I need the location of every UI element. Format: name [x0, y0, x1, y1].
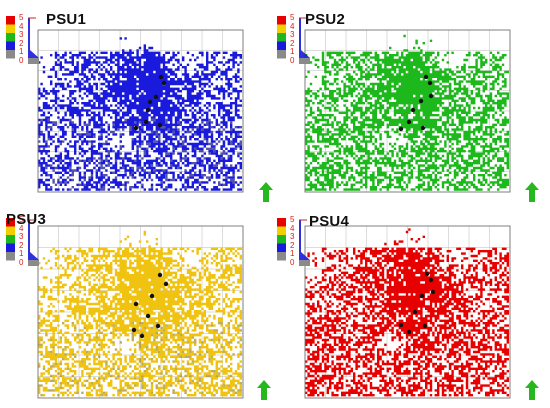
well-marker	[427, 80, 433, 86]
well-marker	[145, 313, 151, 319]
legend-tick-label: 2	[290, 240, 295, 250]
legend-tick-label: 3	[290, 30, 295, 39]
well-marker	[145, 107, 151, 113]
well-marker	[428, 93, 434, 99]
well-marker	[149, 293, 155, 299]
legend-tick-label: 1	[290, 47, 295, 56]
well-marker	[398, 322, 404, 328]
well-marker	[133, 301, 139, 307]
map-psu1-canvas	[37, 29, 244, 193]
legend-tick-label: 4	[19, 21, 24, 31]
well-marker	[412, 309, 418, 315]
legend-tick-label: 0	[19, 55, 24, 65]
panel-title-psu2: PSU2	[305, 11, 345, 28]
well-marker	[428, 277, 434, 283]
north-arrow-icon	[525, 380, 539, 400]
well-marker	[418, 98, 424, 104]
panel-title-psu4: PSU4	[309, 213, 349, 230]
well-marker	[143, 119, 149, 125]
colorbar-legend-icon	[6, 218, 39, 266]
panel-title-psu3: PSU3	[6, 211, 46, 228]
colorbar-legend-icon	[6, 16, 39, 64]
well-marker	[158, 74, 164, 80]
legend-tick-label: 5	[290, 215, 295, 224]
legend-tick-label: 3	[19, 232, 24, 241]
well-marker	[157, 122, 163, 128]
well-marker	[420, 125, 426, 131]
map-psu3-canvas	[37, 225, 244, 399]
well-marker	[406, 119, 412, 125]
north-arrow-icon	[259, 182, 273, 202]
legend-tick-label: 4	[290, 223, 295, 233]
well-marker	[161, 80, 167, 86]
colorbar-legend-icon	[277, 16, 310, 64]
well-marker	[424, 271, 430, 277]
legend-tick-label: 4	[19, 223, 24, 233]
legend-tick-label: 5	[19, 215, 24, 224]
north-arrow-icon	[257, 380, 271, 400]
north-arrow-icon	[525, 182, 539, 202]
legend-tick-label: 5	[19, 13, 24, 22]
well-marker	[157, 272, 163, 278]
legend-tick-label: 4	[290, 21, 295, 31]
well-marker	[163, 281, 169, 287]
well-marker	[430, 289, 436, 295]
well-marker	[419, 293, 425, 299]
map-psu2-canvas	[304, 29, 511, 193]
legend-tick-label: 3	[19, 30, 24, 39]
well-marker	[422, 323, 428, 329]
legend-tick-label: 5	[290, 13, 295, 22]
colorbar-legend-icon	[277, 218, 310, 266]
legend-tick-label: 1	[19, 249, 24, 258]
legend-tick-label: 2	[290, 38, 295, 48]
legend-tick-label: 1	[19, 47, 24, 56]
legend-tick-label: 2	[19, 240, 24, 250]
well-marker	[406, 329, 412, 335]
map-psu4-canvas	[304, 225, 511, 399]
well-marker	[423, 74, 429, 80]
legend-tick-label: 3	[290, 232, 295, 241]
well-marker	[139, 333, 145, 339]
well-marker	[131, 327, 137, 333]
legend-tick-label: 0	[290, 55, 295, 65]
well-marker	[398, 126, 404, 132]
legend-tick-label: 1	[290, 249, 295, 258]
legend-tick-label: 0	[290, 257, 295, 267]
panel-title-psu1: PSU1	[46, 11, 86, 28]
legend-tick-label: 2	[19, 38, 24, 48]
well-marker	[410, 107, 416, 113]
well-marker	[147, 99, 153, 105]
well-marker	[155, 323, 161, 329]
well-marker	[153, 94, 159, 100]
legend-tick-label: 0	[19, 257, 24, 267]
well-marker	[133, 125, 139, 131]
